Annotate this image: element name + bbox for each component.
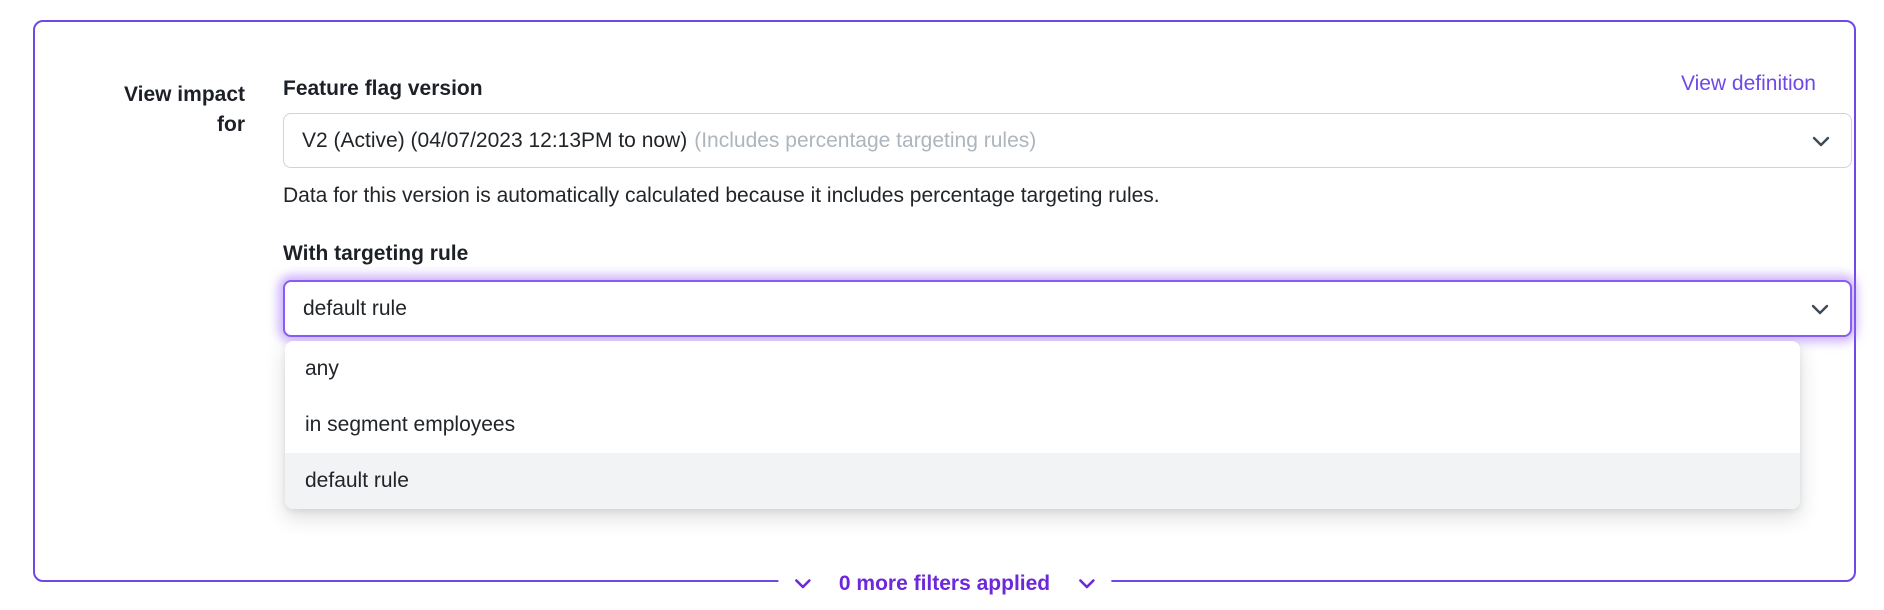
targeting-rule-menu: any in segment employees default rule	[285, 341, 1800, 509]
feature-flag-version-label: Feature flag version	[283, 77, 483, 100]
targeting-rule-select[interactable]: default rule	[283, 280, 1852, 337]
feature-flag-version-value: V2 (Active) (04/07/2023 12:13PM to now)	[302, 128, 688, 152]
chevron-down-icon	[1809, 129, 1833, 153]
filter-panel: View definition View impact for Feature …	[33, 20, 1856, 596]
targeting-rule-label: With targeting rule	[283, 242, 469, 265]
targeting-rule-value: default rule	[303, 296, 407, 320]
view-impact-for-label: View impact for	[124, 83, 245, 136]
dropdown-option[interactable]: in segment employees	[305, 413, 516, 436]
view-definition-link[interactable]: View definition	[1680, 72, 1816, 95]
dropdown-option[interactable]: default rule	[285, 453, 1800, 509]
chevron-down-icon	[794, 578, 811, 590]
chevron-down-icon	[1808, 297, 1832, 321]
feature-flag-version-note: (Includes percentage targeting rules)	[694, 128, 1037, 152]
more-filters-label: 0 more filters applied	[838, 572, 1051, 595]
targeting-rule-field: default rule any in segment employees def…	[283, 280, 1852, 509]
version-helper-text: Data for this version is automatically c…	[283, 184, 1160, 207]
more-filters-toggle[interactable]: 0 more filters applied	[777, 572, 1112, 596]
dropdown-option[interactable]: any	[305, 357, 339, 380]
filter-fields: Feature flag version V2 (Active) (04/07/…	[283, 77, 1852, 509]
chevron-down-icon	[1078, 578, 1095, 590]
filter-form: View impact for Feature flag version V2 …	[35, 22, 1854, 509]
feature-flag-version-select[interactable]: V2 (Active) (04/07/2023 12:13PM to now) …	[283, 113, 1852, 168]
